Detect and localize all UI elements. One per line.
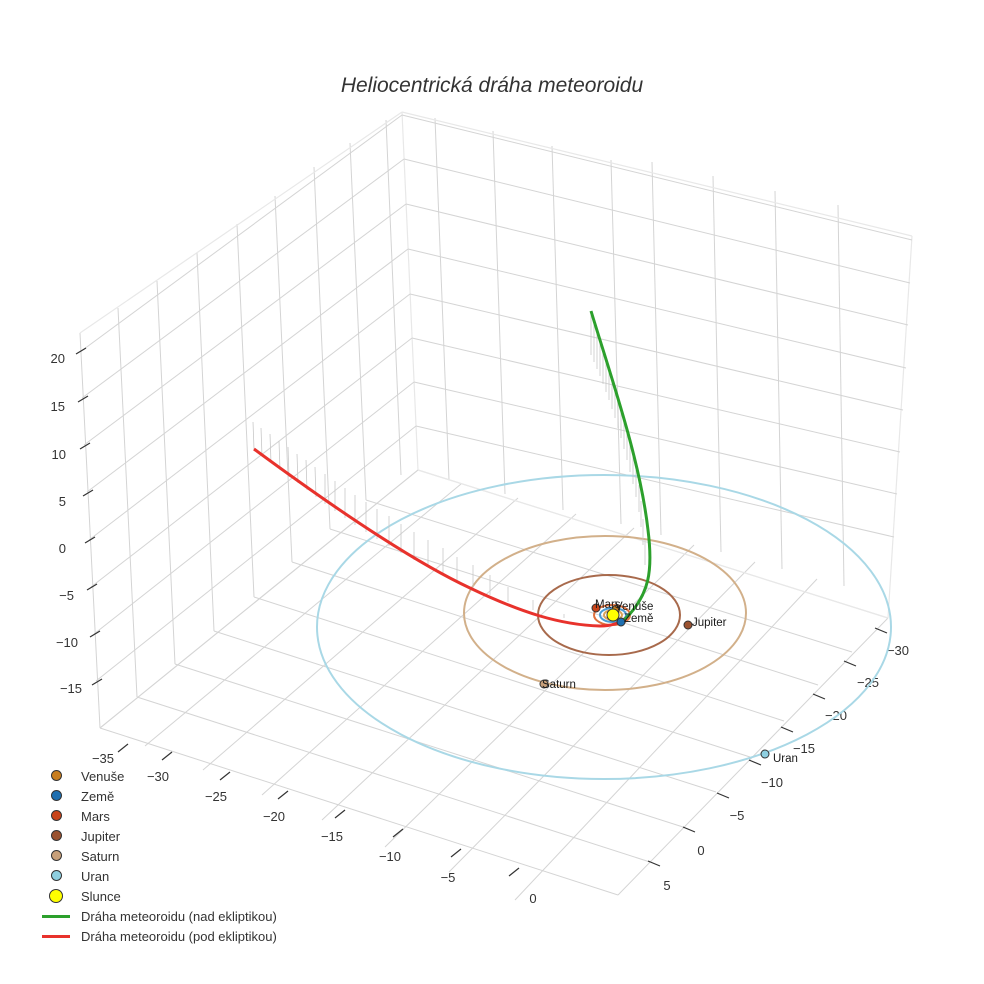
legend-item-jupiter[interactable]: Jupiter — [40, 826, 277, 846]
x-tick-label: −30 — [147, 769, 169, 784]
x-tick-label: −25 — [205, 789, 227, 804]
line-icon — [42, 915, 70, 918]
legend: Venuše Země Mars Jupiter Saturn Uran Slu… — [40, 766, 277, 946]
legend-item-saturn[interactable]: Saturn — [40, 846, 277, 866]
x-tick-label: −10 — [379, 849, 401, 864]
legend-item-mars[interactable]: Mars — [40, 806, 277, 826]
trajectory-above-ecliptic — [589, 310, 652, 622]
legend-label: Dráha meteoroidu (pod ekliptikou) — [81, 928, 277, 944]
y-tick-label: −15 — [793, 741, 815, 756]
z-tick-label: −5 — [59, 588, 74, 603]
z-tick-label: −15 — [60, 681, 82, 696]
legend-item-trajectory-above[interactable]: Dráha meteoroidu (nad ekliptikou) — [40, 906, 277, 926]
orbit-saturn — [463, 535, 747, 691]
trajectory-below-ecliptic — [253, 447, 627, 628]
y-tick-label: −10 — [761, 775, 783, 790]
z-tick-label: 10 — [52, 447, 66, 462]
y-tick-label: −30 — [887, 643, 909, 658]
z-tick-label: 0 — [59, 541, 66, 556]
marker-icon — [51, 830, 62, 841]
legend-item-uran[interactable]: Uran — [40, 866, 277, 886]
z-tick-label: 20 — [51, 351, 65, 366]
left-wall-grid — [79, 111, 419, 729]
label-saturn: Saturn — [542, 679, 576, 691]
label-uran: Uran — [773, 753, 798, 765]
sun — [606, 608, 620, 622]
x-tick-label: −5 — [441, 870, 456, 885]
green-drop-lines — [590, 314, 646, 565]
x-tick-label: −35 — [92, 751, 114, 766]
back-wall-grid — [401, 111, 913, 619]
z-tick-label: −10 — [56, 635, 78, 650]
legend-item-zeme[interactable]: Země — [40, 786, 277, 806]
x-axis: −35 −30 −25 −20 −15 −10 −5 0 — [92, 743, 537, 906]
marker-icon — [51, 870, 62, 881]
label-zeme: Země — [624, 613, 653, 625]
legend-label: Dráha meteoroidu (nad ekliptikou) — [81, 908, 277, 924]
x-tick-label: −15 — [321, 829, 343, 844]
marker-icon — [51, 770, 62, 781]
legend-label: Mars — [81, 808, 110, 824]
legend-label: Jupiter — [81, 828, 121, 844]
legend-item-slunce[interactable]: Slunce — [40, 886, 277, 906]
y-tick-label: 5 — [663, 878, 670, 893]
marker-icon — [51, 810, 62, 821]
planet-saturn — [539, 679, 549, 689]
planet-jupiter — [683, 620, 693, 630]
line-icon — [42, 935, 70, 938]
x-tick-label: 0 — [529, 891, 536, 906]
planet-markers — [539, 603, 770, 759]
orbit-uran — [316, 474, 892, 780]
planet-zeme — [616, 617, 626, 627]
z-tick-label: 15 — [51, 399, 65, 414]
legend-item-trajectory-below[interactable]: Dráha meteoroidu (pod ekliptikou) — [40, 926, 277, 946]
chart-title: Heliocentrická dráha meteoroidu — [340, 74, 644, 97]
x-tick-label: −20 — [263, 809, 285, 824]
legend-label: Uran — [81, 868, 110, 884]
legend-label: Venuše — [81, 768, 125, 784]
z-axis: 20 15 10 5 0 −5 −10 −15 — [51, 347, 103, 696]
planet-uran — [760, 749, 770, 759]
legend-label: Země — [81, 788, 115, 804]
marker-icon — [51, 850, 62, 861]
marker-icon — [51, 790, 62, 801]
legend-label: Slunce — [81, 888, 121, 904]
legend-item-venuse[interactable]: Venuše — [40, 766, 277, 786]
red-drop-lines — [252, 421, 565, 618]
sun-marker-icon — [49, 889, 63, 903]
label-mars: Mars — [595, 599, 621, 611]
legend-label: Saturn — [81, 848, 120, 864]
planet-labels: Mars Venuše Země Jupiter Saturn Uran — [542, 599, 798, 765]
y-tick-label: −5 — [730, 808, 745, 823]
label-venuse: Venuše — [615, 601, 653, 613]
z-tick-label: 5 — [59, 494, 66, 509]
label-jupiter: Jupiter — [692, 617, 727, 629]
y-tick-label: 0 — [697, 843, 704, 858]
planet-mars — [591, 603, 601, 613]
